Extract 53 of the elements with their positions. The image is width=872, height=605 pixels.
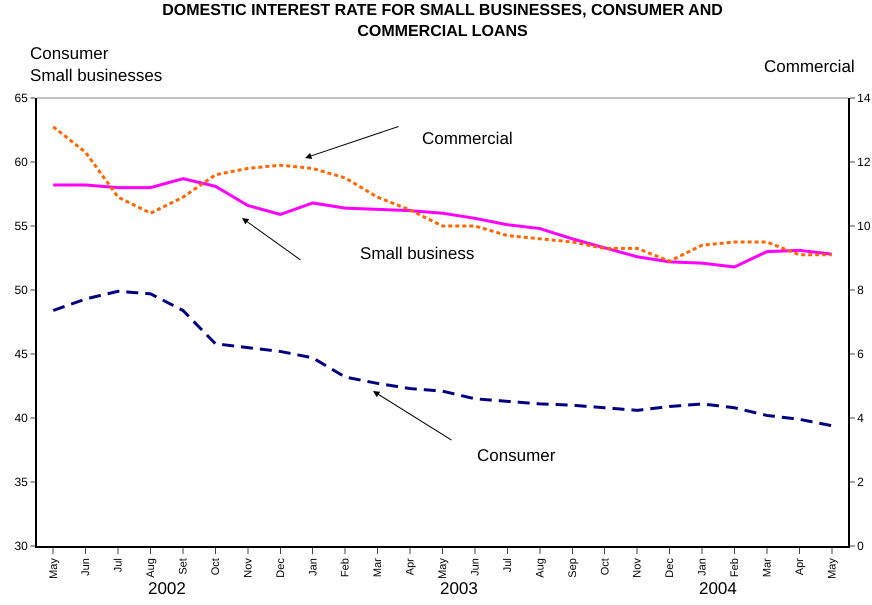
chart-title: DOMESTIC INTEREST RATE FOR SMALL BUSINESSES, CONSUMER AND COMMERCIAL LOANS — [162, 2, 723, 40]
y2-tick-label: 8 — [857, 283, 864, 298]
annotation: Small business — [360, 244, 474, 263]
y2-tick-label: 14 — [857, 91, 871, 106]
x-tick-label: Feb — [729, 558, 742, 578]
x-tick-label: Nov — [242, 558, 254, 578]
annotation: Commercial — [422, 129, 513, 148]
x-tick-label: Nov — [632, 558, 644, 578]
y2-tick-label: 10 — [857, 219, 871, 234]
y2-tick-label: 2 — [857, 475, 864, 490]
x-tick-label: Set — [178, 558, 190, 575]
y-axis-title: Consumer Small businesses — [30, 44, 162, 86]
x-tick-label: Jul — [112, 558, 125, 572]
y2-tick-label: 6 — [857, 347, 864, 362]
x-tick-label: May — [826, 558, 838, 579]
y-tick-label: 40 — [14, 411, 28, 426]
x-tick-label: May — [437, 558, 450, 579]
y-tick-label: 65 — [14, 91, 28, 106]
x-tick-label: Dec — [274, 558, 287, 578]
x-tick-label: Mar — [372, 558, 384, 578]
y-tick-label: 55 — [14, 219, 28, 234]
x-tick-label: Jul — [502, 558, 514, 572]
line-series — [52, 177, 834, 268]
x-tick-label: Aug — [145, 558, 158, 578]
x-tick-label: Jan — [307, 558, 320, 576]
x-tick-label: Apr — [794, 558, 806, 576]
x-tick-label: Aug — [534, 558, 546, 578]
y2-tick-label: 4 — [857, 411, 864, 426]
y2-tick-label: 12 — [857, 155, 871, 170]
y-tick-label: 45 — [14, 347, 28, 362]
line-series — [52, 125, 834, 263]
x-tick-label: Jun — [80, 558, 92, 576]
x-tick-label: Sep — [566, 558, 579, 578]
line-series — [52, 290, 834, 428]
text: 2004 — [699, 579, 737, 598]
annotation: Consumer — [477, 446, 556, 465]
x-tick-label: May — [48, 558, 60, 579]
y2-tick-label: 0 — [857, 539, 864, 554]
y2-axis-title: Commercial — [764, 57, 855, 76]
y-tick-label: 35 — [14, 475, 28, 490]
x-tick-label: Apr — [404, 558, 417, 576]
text: 2003 — [440, 579, 478, 598]
x-tick-label: Feb — [340, 558, 352, 578]
x-tick-label: Mar — [761, 558, 774, 578]
x-tick-label: Jun — [470, 558, 482, 576]
x-tick-label: Oct — [210, 558, 222, 576]
x-tick-label: Jan — [696, 558, 709, 576]
x-tick-label: Dec — [664, 558, 676, 578]
x-tick-label: Oct — [599, 558, 612, 576]
y-tick-label: 50 — [14, 283, 28, 298]
text: 2002 — [148, 579, 186, 598]
y-tick-label: 30 — [14, 539, 28, 554]
y-tick-label: 60 — [14, 155, 28, 170]
